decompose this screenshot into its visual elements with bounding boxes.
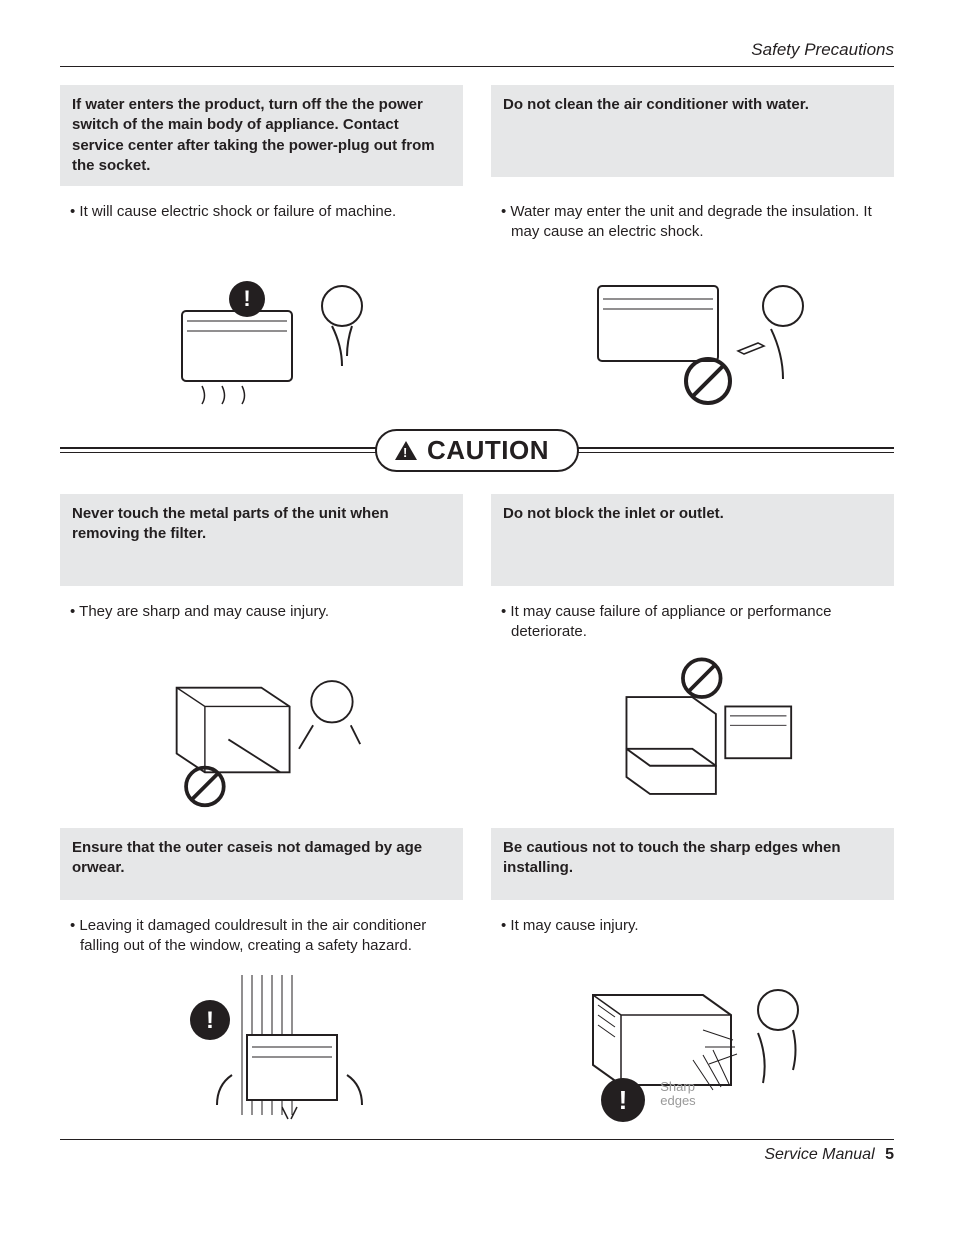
bullet-water-enters: It will cause electric shock or failure … xyxy=(60,202,463,243)
top-illus-row: ! xyxy=(60,251,894,411)
warn-water-enters: If water enters the product, turn off th… xyxy=(60,85,463,186)
bot-bullets: Leaving it damaged couldresult in the ai… xyxy=(60,916,894,957)
svg-text:!: ! xyxy=(206,1007,214,1034)
section-header: Safety Precautions xyxy=(60,40,894,60)
illus-outer-case: ! xyxy=(60,965,463,1125)
illustration-placeholder-icon xyxy=(139,650,384,810)
bullet-sharp-edges: It may cause injury. xyxy=(491,916,894,957)
caution-pill: CAUTION xyxy=(375,429,579,472)
warn-block-inlet: Do not block the inlet or outlet. xyxy=(491,494,894,586)
mid-row: Never touch the metal parts of the unit … xyxy=(60,494,894,586)
warning-triangle-icon xyxy=(395,441,417,460)
warn-no-water-clean: Do not clean the air conditioner with wa… xyxy=(491,85,894,177)
bullet-block-inlet: It may cause failure of appliance or per… xyxy=(491,602,894,643)
bot-illus-row: ! ! Sharpedges xyxy=(60,965,894,1125)
illus-sharp-edges: ! Sharpedges xyxy=(491,965,894,1125)
bot-right-col: Be cautious not to touch the sharp edges… xyxy=(491,828,894,900)
illustration-placeholder-icon xyxy=(570,650,815,810)
header-rule xyxy=(60,66,894,67)
bullet-outer-case: Leaving it damaged couldresult in the ai… xyxy=(60,916,463,957)
warn-sharp-edges: Be cautious not to touch the sharp edges… xyxy=(491,828,894,900)
svg-text:!: ! xyxy=(618,1085,627,1115)
mid-right-col: Do not block the inlet or outlet. xyxy=(491,494,894,586)
illus-water-enters: ! xyxy=(60,251,463,411)
mid-bullets: They are sharp and may cause injury. It … xyxy=(60,602,894,643)
top-bullets: It will cause electric shock or failure … xyxy=(60,202,894,243)
mid-left-col: Never touch the metal parts of the unit … xyxy=(60,494,463,586)
top-left-col: If water enters the product, turn off th… xyxy=(60,85,463,186)
footer-page: 5 xyxy=(885,1146,894,1163)
caution-label: CAUTION xyxy=(427,435,549,466)
footer: Service Manual 5 xyxy=(60,1146,894,1164)
footer-doc: Service Manual xyxy=(764,1146,874,1163)
sharp-edges-callout: Sharpedges xyxy=(660,1080,695,1109)
caution-banner: CAUTION xyxy=(60,429,894,472)
illustration-placeholder-icon: ! xyxy=(132,251,392,411)
bullet-metal-parts: They are sharp and may cause injury. xyxy=(60,602,463,643)
bullet-no-water-clean: Water may enter the unit and degrade the… xyxy=(491,202,894,243)
footer-rule xyxy=(60,1139,894,1140)
mid-illus-row xyxy=(60,650,894,810)
illustration-placeholder-icon xyxy=(563,251,823,411)
warn-outer-case: Ensure that the outer caseis not damaged… xyxy=(60,828,463,900)
illus-block-inlet xyxy=(491,650,894,810)
top-right-col: Do not clean the air conditioner with wa… xyxy=(491,85,894,186)
bot-row: Ensure that the outer caseis not damaged… xyxy=(60,828,894,900)
illustration-placeholder-icon: ! xyxy=(132,965,392,1125)
svg-text:!: ! xyxy=(243,286,250,311)
top-row: If water enters the product, turn off th… xyxy=(60,85,894,186)
warn-metal-parts: Never touch the metal parts of the unit … xyxy=(60,494,463,586)
illus-no-water-clean xyxy=(491,251,894,411)
illus-metal-parts xyxy=(60,650,463,810)
bot-left-col: Ensure that the outer caseis not damaged… xyxy=(60,828,463,900)
